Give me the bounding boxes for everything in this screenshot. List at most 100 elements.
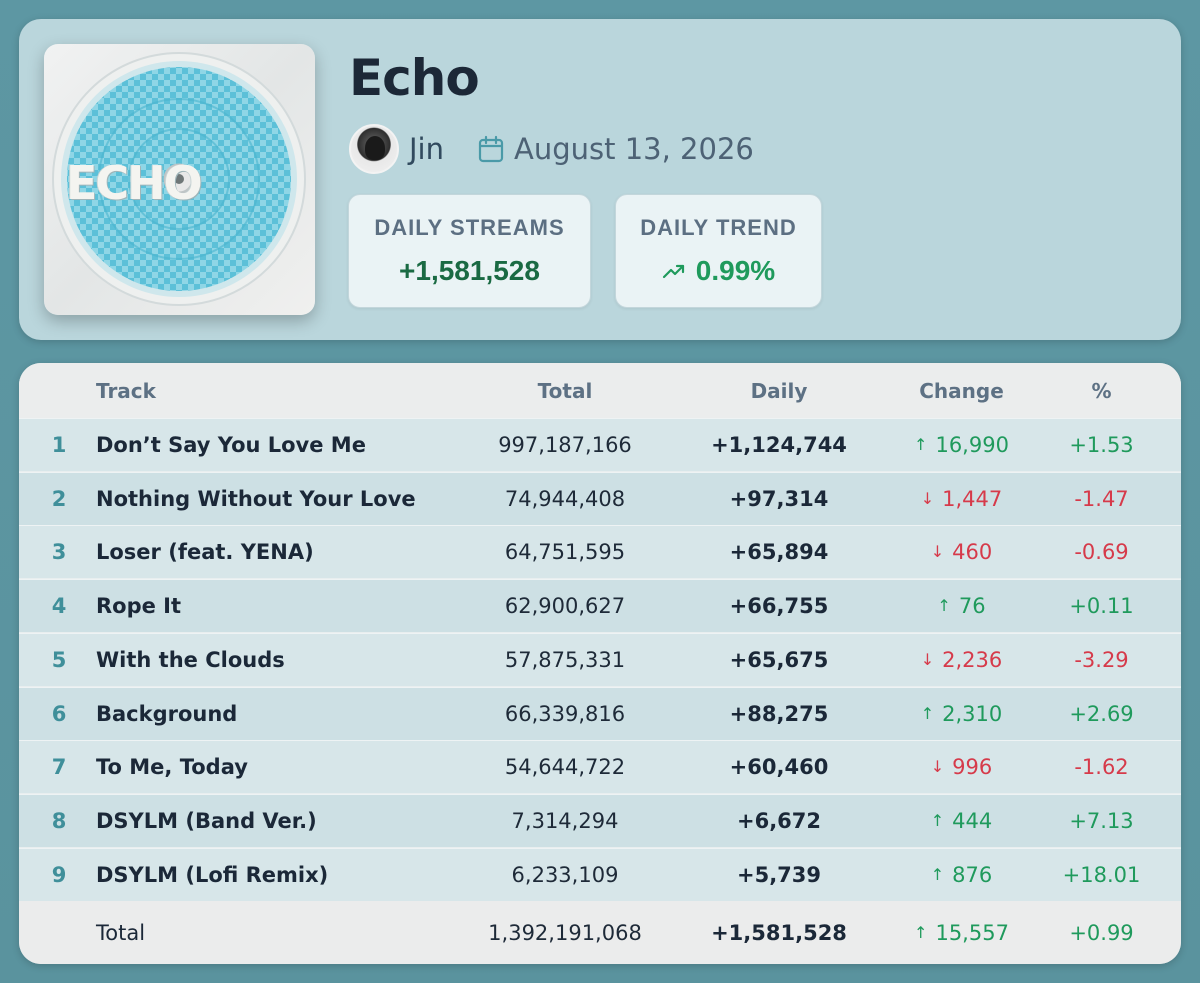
album-title: Echo xyxy=(349,49,480,107)
table-header: Track Total Daily Change % xyxy=(19,363,1181,418)
track-daily: +1,124,744 xyxy=(711,433,847,457)
header-percent[interactable]: % xyxy=(1091,379,1112,403)
track-percent: -1.47 xyxy=(1074,486,1129,511)
track-daily: +6,672 xyxy=(736,808,822,833)
daily-streams-value: +1,581,528 xyxy=(399,255,540,286)
track-daily: +66,755 xyxy=(729,594,829,619)
track-daily: +65,894 xyxy=(729,540,829,565)
track-total: 66,339,816 xyxy=(504,701,626,726)
track-daily: +60,460 xyxy=(729,755,829,780)
track-percent: -1.62 xyxy=(1074,755,1129,780)
footer-daily: +1,581,528 xyxy=(711,921,847,945)
track-daily: +65,675 xyxy=(729,647,829,672)
artist-avatar[interactable] xyxy=(349,124,399,174)
cover-title-text: ECHO xyxy=(66,156,203,210)
track-change: ↑ 16,990 xyxy=(879,433,1044,457)
arrow-up-icon: ↑ xyxy=(914,435,928,454)
track-change: ↓ 996 xyxy=(879,755,1044,779)
header-track[interactable]: Track xyxy=(96,379,156,403)
arrow-up-icon: ↑ xyxy=(914,923,928,942)
calendar-icon xyxy=(478,135,504,163)
track-percent: -0.69 xyxy=(1074,540,1129,565)
header-change[interactable]: Change xyxy=(919,379,1004,403)
track-daily: +88,275 xyxy=(729,701,829,726)
track-daily: +97,314 xyxy=(729,486,829,511)
track-number: 1 xyxy=(51,433,67,457)
track-percent: +1.53 xyxy=(1069,433,1134,457)
daily-streams-stat: DAILY STREAMS +1,581,528 xyxy=(348,194,591,308)
track-total: 54,644,722 xyxy=(504,755,626,780)
table-row[interactable]: 8 DSYLM (Band Ver.) 7,314,294 +6,672 ↑ 444 +7.… xyxy=(19,793,1181,847)
daily-trend-value: 0.99% xyxy=(695,255,776,286)
track-title[interactable]: Rope It xyxy=(96,594,182,619)
track-total: 74,944,408 xyxy=(504,486,626,511)
track-change-value: 1,447 xyxy=(942,486,1003,511)
header-daily[interactable]: Daily xyxy=(750,379,808,403)
daily-trend-stat: DAILY TREND 0.99% xyxy=(615,194,822,308)
track-number: 5 xyxy=(51,647,67,672)
table-row[interactable]: 2 Nothing Without Your Love 74,944,408 +97,… xyxy=(19,471,1181,525)
release-date: August 13, 2026 xyxy=(514,132,754,166)
trending-up-icon xyxy=(662,264,684,279)
header-total[interactable]: Total xyxy=(537,379,593,403)
track-total: 64,751,595 xyxy=(504,540,626,565)
table-row[interactable]: 7 To Me, Today 54,644,722 +60,460 ↓ 996 -1.62 xyxy=(19,740,1181,794)
track-number: 2 xyxy=(51,486,67,511)
track-title[interactable]: To Me, Today xyxy=(96,755,248,780)
footer-change-value: 15,557 xyxy=(935,921,1009,945)
track-number: 4 xyxy=(51,594,67,619)
track-daily: +5,739 xyxy=(736,862,822,887)
track-number: 3 xyxy=(51,540,67,565)
footer-label: Total xyxy=(96,921,146,945)
tracks-table: Track Total Daily Change % 1 Don’t Say Yo… xyxy=(19,363,1181,964)
footer-percent: +0.99 xyxy=(1069,921,1134,945)
track-change-value: 16,990 xyxy=(935,433,1009,457)
track-number: 7 xyxy=(51,755,67,780)
arrow-up-icon: ↑ xyxy=(930,810,945,830)
track-title[interactable]: DSYLM (Band Ver.) xyxy=(96,808,317,833)
track-title[interactable]: Don’t Say You Love Me xyxy=(96,433,366,457)
track-number: 9 xyxy=(51,862,67,887)
track-change: ↑ 2,310 xyxy=(879,702,1044,726)
track-percent: +7.13 xyxy=(1069,808,1134,833)
track-title[interactable]: DSYLM (Lofi Remix) xyxy=(96,862,329,887)
album-header-card: ECHO Echo Jin August 13, 2026 DAILY STRE… xyxy=(19,19,1181,340)
track-title[interactable]: Background xyxy=(96,701,238,726)
track-total: 62,900,627 xyxy=(504,594,626,619)
track-title[interactable]: Loser (feat. YENA) xyxy=(96,540,314,565)
footer-total: 1,392,191,068 xyxy=(488,921,642,945)
table-row[interactable]: 5 With the Clouds 57,875,331 +65,675 ↓ 2,236 -… xyxy=(19,632,1181,686)
table-footer-total: Total 1,392,191,068 +1,581,528 ↑ 15,557 +… xyxy=(19,901,1181,964)
track-number: 8 xyxy=(51,808,67,833)
daily-trend-value-wrap: 0.99% xyxy=(616,255,821,287)
table-row[interactable]: 9 DSYLM (Lofi Remix) 6,233,109 +5,739 ↑ 876 +1… xyxy=(19,847,1181,901)
track-total: 57,875,331 xyxy=(504,647,626,672)
track-title[interactable]: With the Clouds xyxy=(96,647,285,672)
arrow-down-icon: ↓ xyxy=(920,649,935,669)
arrow-down-icon: ↓ xyxy=(930,542,945,562)
track-percent: +18.01 xyxy=(1062,862,1141,887)
daily-trend-label: DAILY TREND xyxy=(640,215,797,240)
daily-streams-label: DAILY STREAMS xyxy=(374,215,565,240)
arrow-up-icon: ↑ xyxy=(920,703,935,723)
track-change: ↓ 2,236 xyxy=(879,648,1044,672)
track-change-value: 444 xyxy=(952,808,993,833)
track-total: 997,187,166 xyxy=(498,433,632,457)
track-change-value: 996 xyxy=(952,755,993,780)
track-change-value: 2,236 xyxy=(942,647,1003,672)
track-change: ↑ 876 xyxy=(879,863,1044,887)
track-percent: +0.11 xyxy=(1069,594,1134,619)
footer-change: ↑ 15,557 xyxy=(879,921,1044,945)
arrow-up-icon: ↑ xyxy=(930,864,945,884)
table-row[interactable]: 6 Background 66,339,816 +88,275 ↑ 2,310 +2.69 xyxy=(19,686,1181,740)
artist-name[interactable]: Jin xyxy=(409,132,444,166)
track-change: ↑ 444 xyxy=(879,809,1044,833)
track-total: 7,314,294 xyxy=(511,808,619,833)
table-row[interactable]: 4 Rope It 62,900,627 +66,755 ↑ 76 +0.11 xyxy=(19,579,1181,633)
table-row[interactable]: 1 Don’t Say You Love Me 997,187,166 +1,124,… xyxy=(19,418,1181,471)
track-change-value: 460 xyxy=(952,540,993,565)
table-row[interactable]: 3 Loser (feat. YENA) 64,751,595 +65,894 ↓ 460… xyxy=(19,525,1181,579)
track-number: 6 xyxy=(51,701,67,726)
artist-row: Jin August 13, 2026 xyxy=(349,124,754,174)
track-title[interactable]: Nothing Without Your Love xyxy=(96,486,416,511)
